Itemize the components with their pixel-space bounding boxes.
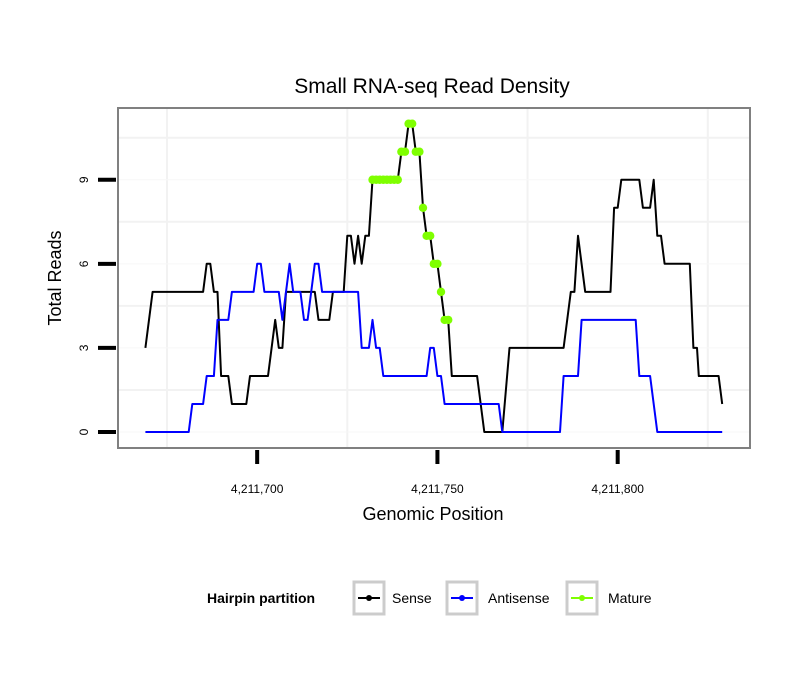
x-axis: 4,211,700 4,211,750 4,211,800: [231, 450, 644, 496]
legend-title: Hairpin partition: [207, 590, 315, 606]
legend-label: Sense: [392, 590, 432, 606]
antisense-line: [145, 262, 723, 433]
mature-point: [400, 147, 410, 156]
x-tick-label: 4,211,700: [231, 482, 284, 496]
mature-point: [436, 287, 446, 297]
mature-point: [426, 231, 435, 241]
legend-entry-sense: Sense: [352, 580, 432, 616]
mature-point: [433, 259, 442, 269]
plot-panel: [118, 108, 750, 448]
y-tick-label: 0: [77, 428, 91, 435]
mature-point: [444, 315, 453, 325]
y-axis-title: Total Reads: [45, 230, 65, 325]
mature-point: [415, 147, 424, 156]
mature-point: [418, 203, 428, 212]
x-axis-title: Genomic Position: [362, 504, 503, 524]
series-layer: [144, 119, 724, 433]
mature-point: [407, 119, 417, 128]
y-tick-label: 6: [77, 260, 91, 267]
legend-entry-mature: Mature: [565, 580, 652, 616]
legend-entry-antisense: Antisense: [445, 580, 550, 616]
plot-border: [117, 107, 751, 449]
x-tick-label: 4,211,800: [591, 482, 644, 496]
legend-key-point: [459, 595, 465, 601]
y-axis: 0 3 6 9: [77, 176, 116, 435]
legend-key-point: [366, 595, 372, 601]
mature-point: [393, 175, 402, 184]
legend: Hairpin partition Sense Antisense Mature: [207, 580, 652, 616]
x-tick-label: 4,211,750: [411, 482, 464, 496]
chart-title: Small RNA-seq Read Density: [294, 75, 570, 98]
legend-label: Antisense: [488, 590, 550, 606]
legend-label: Mature: [608, 590, 652, 606]
legend-key-point: [579, 595, 585, 601]
y-tick-label: 3: [77, 344, 91, 351]
y-tick-label: 9: [77, 176, 91, 183]
